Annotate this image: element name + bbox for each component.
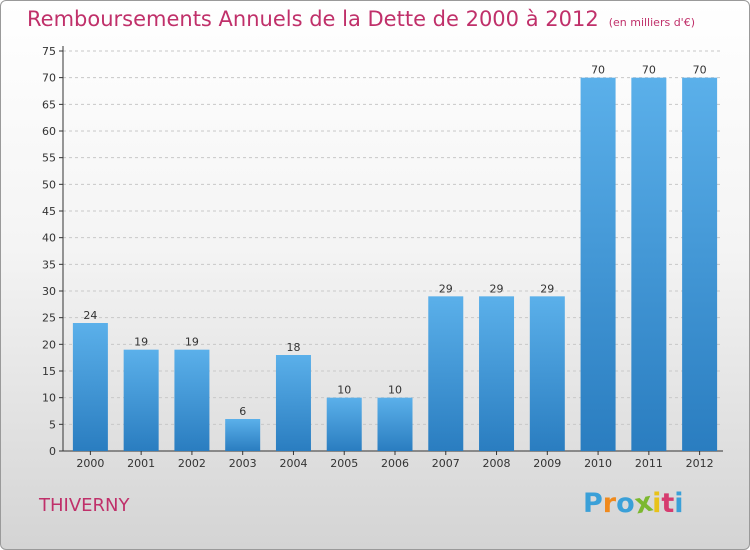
logo-letter: P [583, 488, 603, 519]
bar-2010 [580, 77, 616, 452]
y-tick-label: 25 [42, 312, 56, 325]
bar-2005 [326, 397, 362, 451]
y-tick-label: 10 [42, 392, 56, 405]
x-tick-label-2008: 2008 [483, 457, 511, 470]
y-tick-label: 15 [42, 365, 56, 378]
bar-2001 [123, 349, 159, 451]
logo-letter: i [652, 488, 662, 519]
y-tick-label: 40 [42, 232, 56, 245]
x-tick-label-2010: 2010 [584, 457, 612, 470]
chart-title-text: Remboursements Annuels de la Dette de 20… [27, 7, 599, 31]
value-label-2002: 19 [185, 336, 199, 349]
proxiti-logo: Proxiti [583, 487, 684, 521]
value-label-2008: 29 [490, 282, 504, 295]
y-tick-label: 60 [42, 125, 56, 138]
value-label-2012: 70 [693, 64, 707, 77]
value-label-2000: 24 [83, 309, 97, 322]
bar-2009 [529, 296, 565, 451]
x-tick-label-2005: 2005 [330, 457, 358, 470]
x-tick-label-2000: 2000 [76, 457, 104, 470]
value-label-2011: 70 [642, 64, 656, 77]
y-tick-label: 70 [42, 72, 56, 85]
bar-2004 [275, 355, 311, 451]
y-tick-label: 20 [42, 338, 56, 351]
y-tick-label: 65 [42, 98, 56, 111]
x-tick-label-2003: 2003 [229, 457, 257, 470]
y-tick-label: 30 [42, 285, 56, 298]
logo-letter: t [661, 488, 675, 519]
bar-2006 [377, 397, 413, 451]
y-tick-label: 45 [42, 205, 56, 218]
x-tick-label-2012: 2012 [686, 457, 714, 470]
y-tick-label: 5 [49, 418, 56, 431]
value-label-2003: 6 [239, 405, 246, 418]
y-tick-label: 50 [42, 178, 56, 191]
x-tick-label-2006: 2006 [381, 457, 409, 470]
y-tick-label: 55 [42, 152, 56, 165]
value-label-2001: 19 [134, 336, 148, 349]
x-tick-label-2009: 2009 [533, 457, 561, 470]
value-label-2005: 10 [337, 384, 351, 397]
logo-letter: i [674, 488, 684, 519]
y-tick-label: 75 [42, 45, 56, 58]
bar-2012 [682, 77, 718, 452]
chart-title: Remboursements Annuels de la Dette de 20… [27, 7, 695, 31]
value-label-2004: 18 [286, 341, 300, 354]
value-label-2007: 29 [439, 282, 453, 295]
x-tick-label-2001: 2001 [127, 457, 155, 470]
bar-2008 [479, 296, 515, 451]
value-label-2009: 29 [540, 282, 554, 295]
x-tick-label-2011: 2011 [635, 457, 663, 470]
bar-2000 [72, 323, 108, 451]
x-tick-label-2007: 2007 [432, 457, 460, 470]
bar-2007 [428, 296, 464, 451]
x-tick-label-2004: 2004 [279, 457, 307, 470]
logo-letter: o [616, 488, 635, 519]
x-tick-label-2002: 2002 [178, 457, 206, 470]
y-tick-label: 0 [49, 445, 56, 458]
logo-letter: r [602, 488, 617, 519]
commune-name: THIVERNY [39, 495, 130, 516]
value-label-2010: 70 [591, 64, 605, 77]
bar-2002 [174, 349, 210, 451]
y-tick-label: 35 [42, 258, 56, 271]
bar-2003 [225, 419, 261, 451]
chart-unit: (en milliers d'€) [608, 16, 695, 29]
bar-2011 [631, 77, 667, 452]
value-label-2006: 10 [388, 384, 402, 397]
